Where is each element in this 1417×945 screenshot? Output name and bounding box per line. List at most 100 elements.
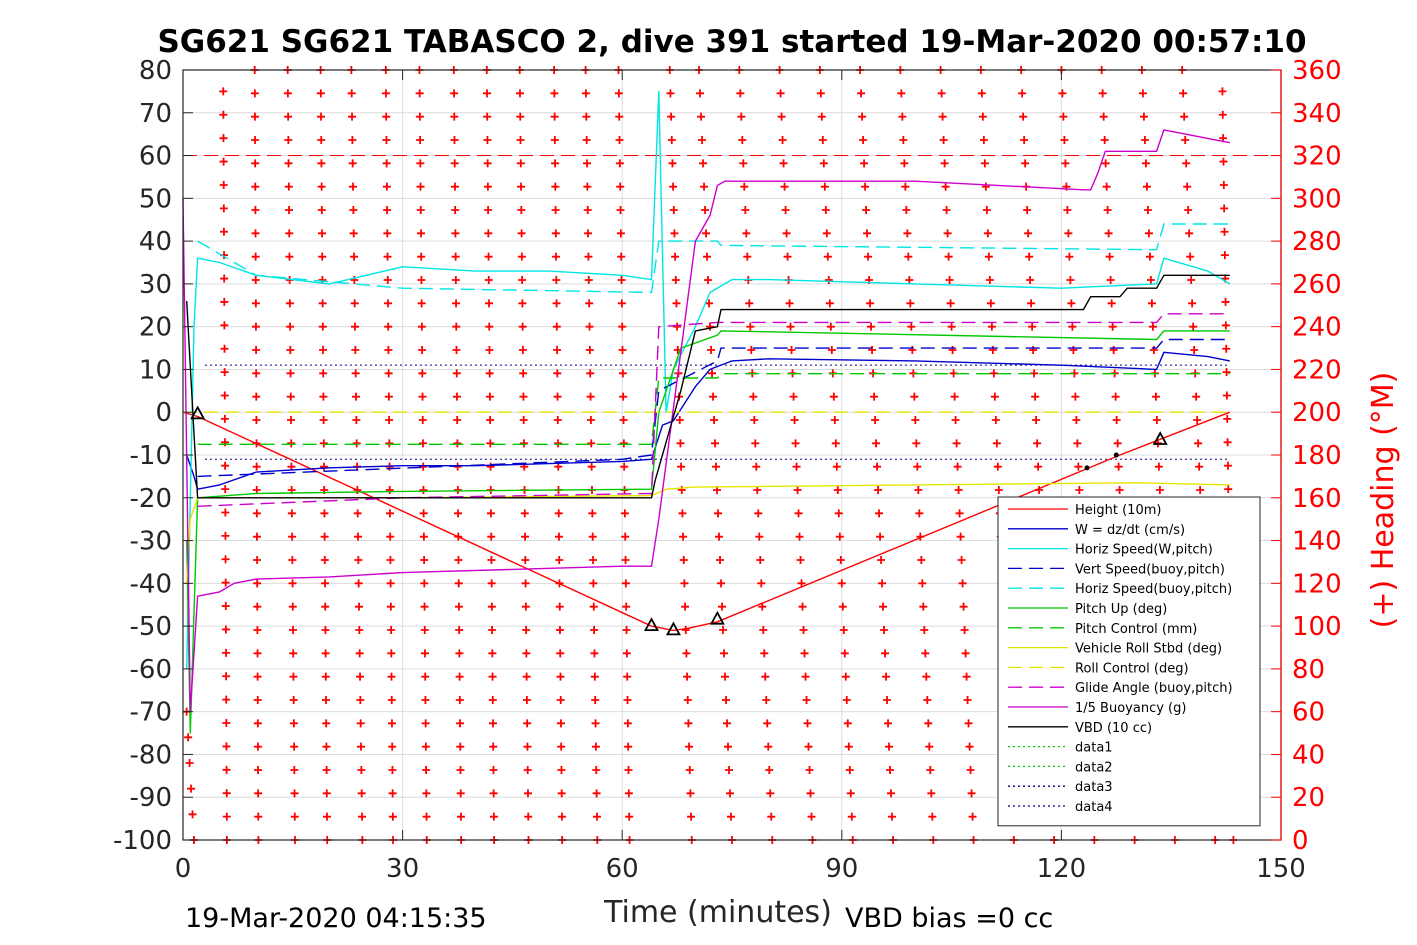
heading-marker bbox=[322, 789, 331, 798]
heading-marker bbox=[521, 532, 530, 541]
heading-marker bbox=[488, 719, 497, 728]
heading-marker bbox=[555, 626, 564, 634]
heading-marker bbox=[960, 626, 969, 634]
heading-marker bbox=[726, 789, 735, 798]
heading-marker bbox=[450, 159, 459, 168]
heading-marker bbox=[1222, 368, 1231, 377]
heading-marker bbox=[592, 766, 601, 774]
heading-marker bbox=[967, 789, 976, 798]
heading-marker bbox=[963, 696, 972, 704]
heading-marker bbox=[284, 159, 293, 168]
heading-marker bbox=[1145, 252, 1154, 261]
heading-marker bbox=[420, 556, 429, 564]
heading-marker bbox=[483, 112, 492, 121]
heading-marker bbox=[290, 766, 299, 774]
heading-marker bbox=[358, 812, 367, 821]
heading-marker bbox=[589, 602, 598, 611]
heading-marker bbox=[219, 204, 228, 213]
heading-marker bbox=[385, 509, 394, 518]
heading-marker bbox=[882, 672, 891, 681]
heading-marker bbox=[550, 89, 559, 98]
heading-marker bbox=[720, 649, 729, 658]
heading-marker bbox=[818, 136, 827, 144]
heading-marker bbox=[948, 346, 957, 354]
heading-marker bbox=[961, 649, 970, 658]
heading-marker bbox=[488, 626, 497, 634]
heading-marker bbox=[1218, 110, 1227, 119]
heading-marker bbox=[456, 812, 465, 821]
heading-marker bbox=[452, 392, 461, 401]
x-axis-ticks: 0 30 60 90 120 150 bbox=[175, 70, 1306, 884]
heading-marker bbox=[833, 486, 842, 494]
heading-marker bbox=[284, 112, 293, 121]
heading-marker bbox=[253, 579, 262, 588]
heading-marker bbox=[357, 789, 366, 798]
heading-marker bbox=[939, 136, 948, 144]
heading-marker bbox=[591, 696, 600, 704]
heading-marker bbox=[687, 812, 696, 821]
heading-marker bbox=[388, 766, 397, 774]
heading-marker bbox=[419, 509, 428, 518]
y-tick-label: 50 bbox=[139, 184, 172, 214]
heading-marker bbox=[456, 766, 465, 774]
heading-marker bbox=[349, 206, 358, 214]
heading-marker bbox=[623, 672, 632, 681]
heading-marker bbox=[388, 789, 397, 798]
heading-marker bbox=[348, 136, 357, 144]
heading-marker bbox=[671, 276, 680, 284]
y-tick-label: -90 bbox=[130, 783, 172, 813]
heading-marker bbox=[821, 206, 830, 214]
heading-marker bbox=[285, 299, 294, 308]
heading-marker bbox=[953, 462, 962, 471]
heading-marker bbox=[801, 672, 810, 681]
heading-marker bbox=[740, 182, 749, 191]
heading-marker bbox=[778, 136, 787, 144]
heading-marker bbox=[717, 579, 726, 588]
heading-marker bbox=[219, 87, 228, 96]
heading-marker bbox=[522, 626, 531, 634]
heading-marker bbox=[420, 649, 429, 658]
heading-marker bbox=[677, 462, 686, 471]
y2-tick-label: 300 bbox=[1292, 184, 1342, 214]
heading-marker bbox=[483, 136, 492, 144]
x-tick-label: 60 bbox=[606, 854, 639, 884]
heading-marker bbox=[942, 206, 951, 214]
heading-marker bbox=[517, 229, 526, 238]
heading-marker bbox=[1185, 229, 1194, 238]
heading-marker bbox=[1187, 276, 1196, 284]
heading-marker bbox=[483, 89, 492, 98]
heading-marker bbox=[557, 766, 566, 774]
heading-marker bbox=[1102, 182, 1111, 191]
heading-marker bbox=[1144, 229, 1153, 238]
heading-marker bbox=[251, 229, 260, 238]
heading-marker bbox=[384, 322, 393, 331]
heading-marker bbox=[221, 485, 230, 494]
heading-marker bbox=[1151, 392, 1160, 401]
heading-marker bbox=[1107, 299, 1116, 308]
heading-marker bbox=[866, 299, 875, 308]
heading-marker bbox=[793, 486, 802, 494]
heading-marker bbox=[911, 416, 920, 424]
heading-marker bbox=[858, 112, 867, 121]
heading-marker bbox=[417, 322, 426, 331]
heading-marker bbox=[928, 812, 937, 821]
heading-marker bbox=[416, 206, 425, 214]
heading-marker bbox=[289, 649, 298, 658]
y2-tick-label: 340 bbox=[1292, 99, 1342, 129]
heading-marker bbox=[822, 229, 831, 238]
heading-marker bbox=[418, 346, 427, 354]
heading-marker bbox=[980, 159, 989, 168]
y-tick-label: -10 bbox=[130, 441, 172, 471]
heading-marker bbox=[763, 719, 772, 728]
heading-marker bbox=[618, 369, 627, 378]
heading-marker bbox=[799, 626, 808, 634]
heading-marker bbox=[885, 742, 894, 751]
heading-marker bbox=[615, 112, 624, 121]
heading-marker bbox=[349, 229, 358, 238]
heading-marker bbox=[1181, 136, 1190, 144]
heading-marker bbox=[421, 672, 430, 681]
heading-marker bbox=[288, 602, 297, 611]
triangle-marker bbox=[643, 617, 659, 632]
heading-marker bbox=[1105, 252, 1114, 261]
heading-marker bbox=[738, 136, 747, 144]
